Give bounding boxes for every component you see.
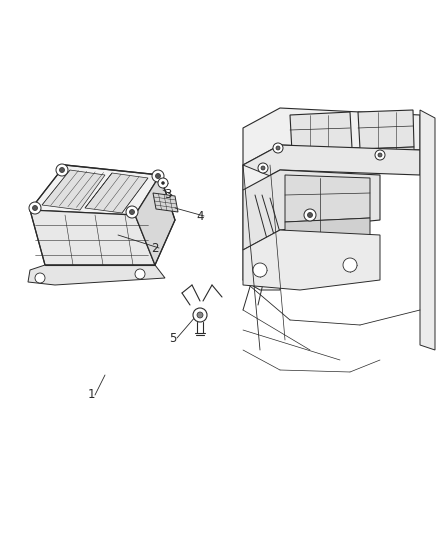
Polygon shape bbox=[30, 165, 160, 215]
Polygon shape bbox=[243, 145, 420, 190]
Polygon shape bbox=[243, 165, 280, 290]
Circle shape bbox=[135, 269, 145, 279]
Circle shape bbox=[56, 164, 68, 176]
Circle shape bbox=[343, 258, 357, 272]
Circle shape bbox=[273, 143, 283, 153]
Circle shape bbox=[261, 166, 265, 170]
Polygon shape bbox=[42, 170, 105, 210]
Circle shape bbox=[162, 182, 165, 184]
Text: 3: 3 bbox=[164, 189, 172, 201]
Circle shape bbox=[152, 170, 164, 182]
Polygon shape bbox=[30, 210, 155, 265]
Circle shape bbox=[32, 206, 38, 211]
Polygon shape bbox=[28, 265, 165, 285]
Text: 1: 1 bbox=[87, 389, 95, 401]
Circle shape bbox=[276, 146, 280, 150]
Circle shape bbox=[29, 202, 41, 214]
Polygon shape bbox=[243, 230, 380, 290]
Circle shape bbox=[197, 312, 203, 318]
Circle shape bbox=[253, 263, 267, 277]
Circle shape bbox=[60, 167, 64, 173]
Polygon shape bbox=[360, 147, 414, 170]
Circle shape bbox=[307, 213, 312, 217]
Text: 5: 5 bbox=[170, 332, 177, 344]
Polygon shape bbox=[285, 175, 370, 222]
Polygon shape bbox=[85, 173, 148, 213]
Text: 4: 4 bbox=[196, 209, 204, 222]
Polygon shape bbox=[290, 112, 352, 152]
Polygon shape bbox=[135, 175, 175, 265]
Circle shape bbox=[35, 273, 45, 283]
Circle shape bbox=[304, 209, 316, 221]
Polygon shape bbox=[243, 170, 380, 250]
Circle shape bbox=[378, 153, 382, 157]
Circle shape bbox=[375, 150, 385, 160]
Circle shape bbox=[130, 209, 134, 214]
Text: 2: 2 bbox=[151, 241, 159, 254]
Polygon shape bbox=[153, 193, 178, 212]
Circle shape bbox=[126, 206, 138, 218]
Polygon shape bbox=[358, 110, 414, 149]
Circle shape bbox=[155, 174, 160, 179]
Circle shape bbox=[258, 163, 268, 173]
Polygon shape bbox=[420, 110, 435, 350]
Polygon shape bbox=[285, 218, 370, 242]
Circle shape bbox=[158, 178, 168, 188]
Polygon shape bbox=[292, 148, 352, 172]
Polygon shape bbox=[243, 108, 420, 165]
Circle shape bbox=[193, 308, 207, 322]
